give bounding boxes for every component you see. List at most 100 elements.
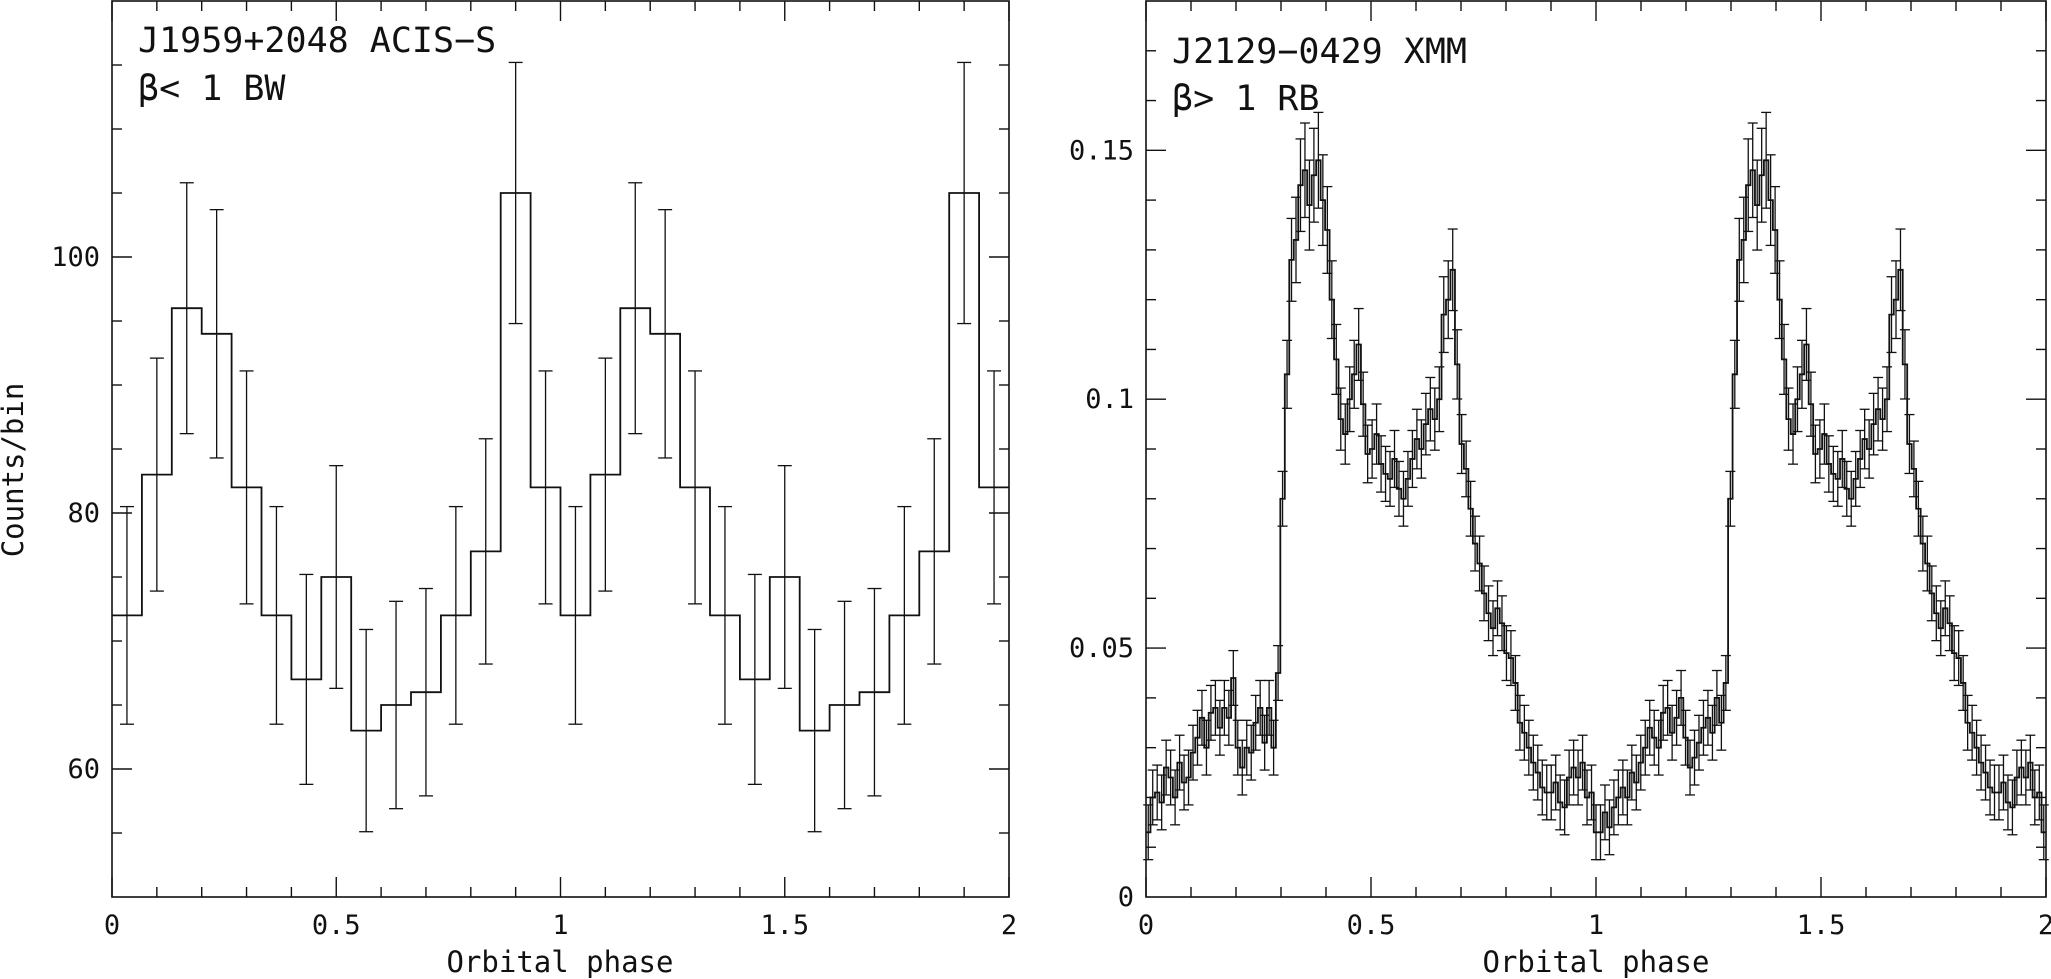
error-bar [1931, 585, 1942, 642]
error-bar [1738, 196, 1749, 284]
error-bar [1407, 429, 1418, 489]
error-bar [1192, 709, 1203, 766]
error-bar [1873, 376, 1884, 442]
error-bar [1443, 260, 1454, 340]
histogram-series [112, 192, 1009, 732]
error-bar [1828, 445, 1839, 503]
error-bar [747, 573, 762, 786]
error-bar [209, 208, 224, 459]
error-bar [1299, 122, 1310, 219]
error-bar [1282, 339, 1293, 409]
error-bar [1689, 729, 1700, 786]
error-bar [807, 628, 822, 833]
error-bar [658, 208, 673, 459]
error-bar [1470, 515, 1481, 572]
error-bar [1998, 754, 2009, 811]
error-bar [1255, 679, 1266, 736]
error-bar [1367, 419, 1378, 479]
error-bar [688, 370, 703, 605]
error-bar [1819, 403, 1830, 465]
error-bar [508, 61, 523, 325]
error-bar [1917, 515, 1928, 572]
error-bar [1550, 754, 1561, 811]
error-bar [1796, 339, 1807, 409]
y-tick-label: 100 [51, 242, 100, 273]
error-bar [1993, 764, 2004, 821]
error-bar [1434, 366, 1445, 433]
error-bar [1416, 419, 1427, 479]
error-bar [1452, 329, 1463, 400]
error-bar [119, 505, 134, 725]
error-bar [1371, 403, 1382, 465]
error-bar [1577, 734, 1588, 791]
error-bar [1331, 323, 1342, 395]
error-bar [1635, 734, 1646, 791]
error-bar [1237, 739, 1248, 796]
error-bar [179, 182, 194, 435]
error-bar [1962, 694, 1973, 751]
y-tick-label: 0.1 [1085, 384, 1134, 415]
error-bar [2016, 739, 2027, 796]
error-bar [1313, 111, 1324, 209]
error-bar [927, 438, 942, 665]
error-bar [1214, 699, 1225, 756]
left-y-axis-label: Counts/bin [0, 383, 30, 558]
x-tick-label: 0.5 [1347, 910, 1396, 941]
error-bar [1317, 154, 1328, 247]
error-bar [1344, 366, 1355, 433]
error-bar [2002, 774, 2013, 831]
error-bar [1573, 749, 1584, 806]
error-bar [1855, 429, 1866, 489]
error-bar [1170, 769, 1181, 826]
y-tick-label: 60 [67, 754, 100, 785]
error-bar [1523, 719, 1534, 776]
error-bar [2029, 769, 2040, 826]
error-bar [1850, 450, 1861, 507]
error-bar [1393, 460, 1404, 517]
error-bar [1308, 127, 1319, 223]
error-bar [1729, 339, 1740, 409]
error-bar [1519, 704, 1530, 761]
error-bar [1823, 435, 1834, 493]
error-bar [837, 600, 852, 810]
error-bar [628, 182, 643, 435]
error-bar [1492, 580, 1503, 637]
error-bar [269, 505, 284, 725]
error-bar [1698, 699, 1709, 756]
left-x-axis-label: Orbital phase [447, 945, 674, 979]
error-bar [1720, 654, 1731, 711]
error-bar [1783, 387, 1794, 451]
error-bar [987, 370, 1002, 605]
y-tick-label: 80 [67, 498, 100, 529]
error-bar [299, 573, 314, 786]
error-bar [1179, 754, 1190, 811]
error-bar [1201, 719, 1212, 776]
error-bar [1304, 159, 1315, 251]
error-bar [1510, 654, 1521, 711]
error-bar [1488, 600, 1499, 657]
error-bar [1953, 630, 1964, 687]
error-bar [1904, 413, 1915, 475]
error-bar [1546, 764, 1557, 821]
error-bar [1935, 600, 1946, 657]
error-bar [1188, 724, 1199, 781]
y-tick-label: 0 [1118, 882, 1134, 913]
error-bar [1465, 480, 1476, 537]
error-bar [1277, 470, 1288, 527]
error-bar [1671, 689, 1682, 746]
error-bar [1814, 419, 1825, 479]
error-bar [1631, 754, 1642, 811]
error-bar [1210, 679, 1221, 736]
error-bar [1196, 689, 1207, 746]
error-bar [1608, 779, 1619, 836]
histogram-series [1146, 159, 2046, 834]
error-bar [1461, 440, 1472, 498]
error-bar [1161, 739, 1172, 796]
error-bar [1604, 799, 1615, 856]
error-bar [1967, 704, 1978, 761]
error-bar [1147, 769, 1158, 826]
error-bar [149, 357, 164, 592]
error-bar [1644, 699, 1655, 756]
error-bar [568, 505, 583, 725]
error-bar [2034, 764, 2045, 821]
